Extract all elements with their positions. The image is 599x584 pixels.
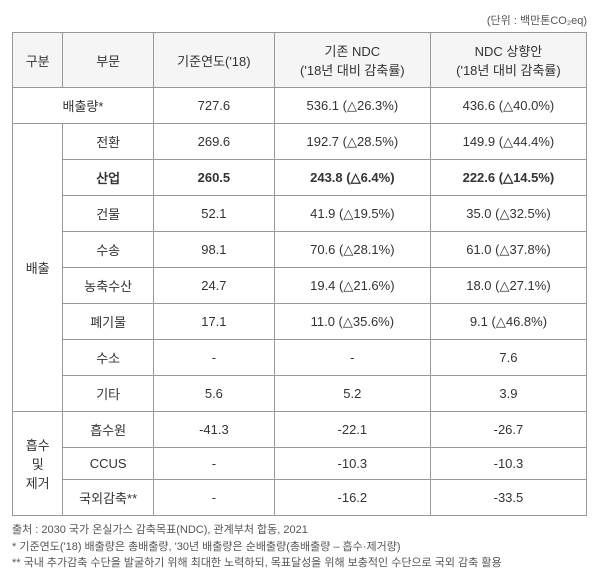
emission-total-label: 배출량* [13,88,154,124]
cell-v18: 24.7 [153,268,274,304]
cell-ndc: 70.6 (△28.1%) [274,232,430,268]
cell-ndc: -16.2 [274,480,430,516]
footnote-star: * 기준연도('18) 배출량은 총배출량, '30년 배출량은 순배출량(총배… [12,539,587,556]
cell-up: 436.6 (△40.0%) [430,88,586,124]
cell-v18: 260.5 [153,160,274,196]
table-row: 건물52.141.9 (△19.5%)35.0 (△32.5%) [13,196,587,232]
table-row: 폐기물17.111.0 (△35.6%)9.1 (△46.8%) [13,304,587,340]
cell-sector: 농축수산 [63,268,154,304]
cell-ndc: 192.7 (△28.5%) [274,124,430,160]
footnote-double-star: ** 국내 추가감축 수단을 발굴하기 위해 최대한 노력하되, 목표달성을 위… [12,555,587,572]
cell-up: 18.0 (△27.1%) [430,268,586,304]
cell-up: -33.5 [430,480,586,516]
table-row: 산업260.5243.8 (△6.4%)222.6 (△14.5%) [13,160,587,196]
cell-ndc: - [274,340,430,376]
cell-sector: 산업 [63,160,154,196]
table-body: 배출량*727.6536.1 (△26.3%)436.6 (△40.0%)배출전… [13,88,587,516]
footnote-source: 출처 : 2030 국가 온실가스 감축목표(NDC), 관계부처 합동, 20… [12,522,587,539]
cell-ndc: 536.1 (△26.3%) [274,88,430,124]
cell-up: 222.6 (△14.5%) [430,160,586,196]
cell-v18: 5.6 [153,376,274,412]
header-gubun: 구분 [13,33,63,88]
cell-v18: - [153,480,274,516]
cell-v18: 269.6 [153,124,274,160]
group-emission: 배출 [13,124,63,412]
cell-sector: 흡수원 [63,412,154,448]
cell-ndc: 5.2 [274,376,430,412]
cell-sector: CCUS [63,448,154,480]
cell-ndc: 243.8 (△6.4%) [274,160,430,196]
cell-v18: 98.1 [153,232,274,268]
cell-sector: 기타 [63,376,154,412]
table-row: 농축수산24.719.4 (△21.6%)18.0 (△27.1%) [13,268,587,304]
table-row: 국외감축**--16.2-33.5 [13,480,587,516]
cell-sector: 건물 [63,196,154,232]
header-row: 구분 부문 기준연도('18) 기존 NDC ('18년 대비 감축률) NDC… [13,33,587,88]
header-base-year: 기준연도('18) [153,33,274,88]
ndc-table: 구분 부문 기준연도('18) 기존 NDC ('18년 대비 감축률) NDC… [12,32,587,516]
header-sector: 부문 [63,33,154,88]
cell-v18: 17.1 [153,304,274,340]
cell-ndc: -22.1 [274,412,430,448]
cell-up: -26.7 [430,412,586,448]
table-row: 배출전환269.6192.7 (△28.5%)149.9 (△44.4%) [13,124,587,160]
cell-up: 149.9 (△44.4%) [430,124,586,160]
cell-sector: 국외감축** [63,480,154,516]
cell-v18: -41.3 [153,412,274,448]
table-row: 흡수 및 제거흡수원-41.3-22.1-26.7 [13,412,587,448]
cell-sector: 전환 [63,124,154,160]
table-row: CCUS--10.3-10.3 [13,448,587,480]
cell-sector: 수소 [63,340,154,376]
cell-up: -10.3 [430,448,586,480]
table-row: 기타5.65.23.9 [13,376,587,412]
cell-sector: 폐기물 [63,304,154,340]
cell-v18: 727.6 [153,88,274,124]
cell-up: 3.9 [430,376,586,412]
footnotes: 출처 : 2030 국가 온실가스 감축목표(NDC), 관계부처 합동, 20… [12,522,587,572]
unit-label: (단위 : 백만톤CO₂eq) [12,12,587,28]
table-row: 수송98.170.6 (△28.1%)61.0 (△37.8%) [13,232,587,268]
cell-ndc: -10.3 [274,448,430,480]
header-ndc-up: NDC 상향안 ('18년 대비 감축률) [430,33,586,88]
cell-ndc: 11.0 (△35.6%) [274,304,430,340]
cell-up: 7.6 [430,340,586,376]
cell-up: 35.0 (△32.5%) [430,196,586,232]
cell-up: 61.0 (△37.8%) [430,232,586,268]
group-sink: 흡수 및 제거 [13,412,63,516]
cell-ndc: 19.4 (△21.6%) [274,268,430,304]
header-existing-ndc: 기존 NDC ('18년 대비 감축률) [274,33,430,88]
emission-total-row: 배출량*727.6536.1 (△26.3%)436.6 (△40.0%) [13,88,587,124]
table-row: 수소--7.6 [13,340,587,376]
cell-sector: 수송 [63,232,154,268]
cell-v18: - [153,448,274,480]
cell-ndc: 41.9 (△19.5%) [274,196,430,232]
cell-up: 9.1 (△46.8%) [430,304,586,340]
cell-v18: - [153,340,274,376]
cell-v18: 52.1 [153,196,274,232]
